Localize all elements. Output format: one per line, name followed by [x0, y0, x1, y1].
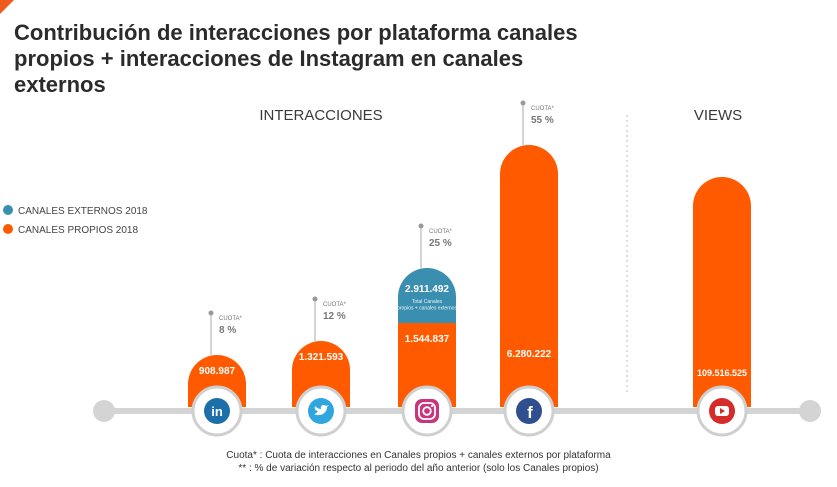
- timeline-end-dot: [799, 400, 821, 422]
- youtube-icon-play: [720, 408, 725, 414]
- facebook-icon-badge: [516, 398, 542, 424]
- timeline-start-dot: [93, 400, 115, 422]
- linkedin-icon-glyph: in: [211, 404, 223, 419]
- corner-accent: [0, 0, 14, 14]
- cuota-value-linkedin: 8 %: [219, 325, 236, 336]
- cuota-dot-linkedin: [208, 310, 214, 316]
- twitter-icon: [295, 385, 347, 437]
- cuota-dot-facebook: [520, 100, 526, 106]
- cuota-value-facebook: 55 %: [531, 115, 554, 126]
- linkedin-icon-badge: [204, 398, 230, 424]
- cuota-label-facebook: CUOTA*: [531, 106, 555, 112]
- value-label-youtube-propios: 109.516.525: [697, 368, 747, 378]
- value-label-twitter-propios: 1.321.593: [299, 352, 344, 363]
- value-label-facebook-propios: 6.280.222: [507, 349, 552, 360]
- legend-label-propios: CANALES PROPIOS 2018: [18, 225, 138, 236]
- cuota-value-instagram: 25 %: [429, 238, 452, 249]
- youtube-icon: [696, 385, 748, 437]
- legend-swatch-externos: [3, 205, 13, 215]
- legend-label-externos: CANALES EXTERNOS 2018: [18, 206, 148, 217]
- cuota-dot-twitter: [312, 296, 318, 302]
- cuota-label-instagram: CUOTA*: [429, 229, 453, 235]
- value-label-instagram-externos: 2.911.492: [405, 284, 449, 295]
- note-instagram-externos-0: Total Canales: [412, 299, 443, 305]
- cuota-dot-instagram: [418, 223, 424, 229]
- instagram-icon-frame: [418, 402, 436, 420]
- section-label-views: VIEWS: [694, 107, 742, 124]
- cuota-label-twitter: CUOTA*: [323, 302, 347, 308]
- instagram-icon: [401, 385, 453, 437]
- instagram-icon-lens: [422, 406, 432, 416]
- legend-swatch-propios: [3, 224, 13, 234]
- value-label-linkedin-propios: 908.987: [199, 366, 236, 377]
- cuota-value-twitter: 12 %: [323, 311, 346, 322]
- linkedin-icon: in: [191, 385, 243, 437]
- footnote-cuota: Cuota* : Cuota de interacciones en Canal…: [226, 450, 611, 461]
- note-instagram-externos-1: propios + canales externos: [397, 306, 457, 312]
- facebook-icon-glyph: f: [527, 403, 533, 422]
- instagram-icon-dot: [430, 404, 434, 408]
- twitter-icon-bird: [314, 405, 329, 416]
- instagram-icon-badge: [415, 399, 439, 423]
- cuota-label-linkedin: CUOTA*: [219, 316, 243, 322]
- footnote-variation: ** : % de variación respecto al periodo …: [238, 463, 599, 474]
- section-label-interacciones: INTERACCIONES: [259, 107, 382, 124]
- value-label-instagram-propios: 1.544.837: [405, 334, 450, 345]
- page-title: Contribución de interacciones por plataf…: [14, 20, 578, 97]
- bar-youtube-propios: [693, 177, 751, 407]
- facebook-icon: f: [503, 385, 555, 437]
- bar-facebook-propios: [500, 145, 558, 407]
